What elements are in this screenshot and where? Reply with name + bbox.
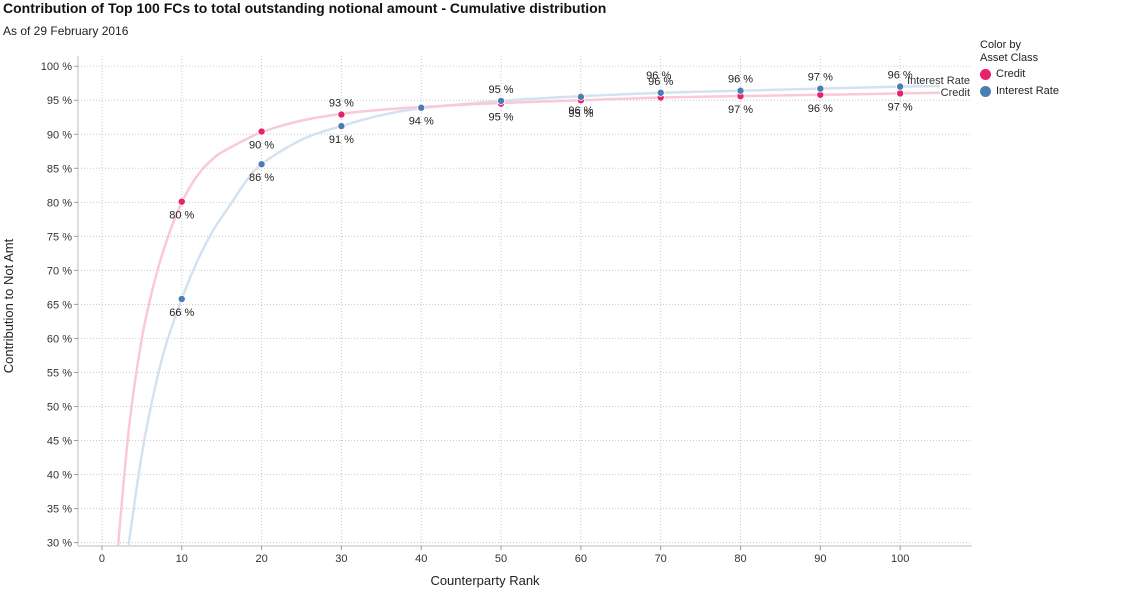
y-tick-label-30: 30 %	[47, 538, 72, 550]
y-tick-label-70: 70 %	[47, 265, 72, 277]
series-end-label-interest-rate: Interest Rate	[907, 75, 970, 87]
line-layer	[116, 84, 941, 546]
y-tick-label-60: 60 %	[47, 333, 72, 345]
data-label-interest-rate-10: 66 %	[169, 307, 194, 319]
data-label-credit-100: 97 %	[888, 101, 913, 113]
marker-credit-100	[896, 89, 905, 98]
marker-interest-rate-70	[656, 88, 665, 97]
y-tick-label-100: 100 %	[41, 61, 72, 73]
y-tick-label-35: 35 %	[47, 504, 72, 516]
legend-label-credit: Credit	[996, 68, 1026, 80]
marker-interest-rate-20	[257, 160, 266, 169]
x-tick-label-80: 80	[734, 553, 746, 565]
data-label-credit-30: 93 %	[329, 98, 354, 110]
y-tick-label-95: 95 %	[47, 95, 72, 107]
data-label-interest-rate-60: 96 %	[568, 105, 593, 117]
y-tick-label-85: 85 %	[47, 163, 72, 175]
marker-interest-rate-80	[736, 86, 745, 95]
x-tick-label-20: 20	[255, 553, 267, 565]
marker-interest-rate-50	[497, 96, 506, 105]
marker-interest-rate-100	[896, 82, 905, 91]
x-tick-label-10: 10	[176, 553, 188, 565]
data-label-interest-rate-70: 96 %	[648, 76, 673, 88]
legend-item-interest-rate[interactable]: Interest Rate	[980, 83, 1059, 99]
marker-credit-20	[257, 127, 266, 136]
marker-interest-rate-90	[816, 84, 825, 93]
data-label-interest-rate-30: 91 %	[329, 134, 354, 146]
series-end-label-credit: Credit	[941, 87, 970, 99]
legend-label-interest-rate: Interest Rate	[996, 85, 1059, 97]
data-label-extra-70: 96 %	[646, 70, 671, 82]
data-label-credit-60: 95 %	[568, 108, 593, 120]
marker-interest-rate-40	[417, 103, 426, 112]
data-label-interest-rate-100: 96 %	[888, 70, 913, 82]
data-label-interest-rate-80: 96 %	[728, 74, 753, 86]
y-tick-label-55: 55 %	[47, 367, 72, 379]
data-label-interest-rate-20: 86 %	[249, 172, 274, 184]
y-tick-label-90: 90 %	[47, 129, 72, 141]
data-label-interest-rate-40: 94 %	[409, 116, 434, 128]
x-tick-label-90: 90	[814, 553, 826, 565]
chart-subtitle: As of 29 February 2016	[3, 24, 129, 38]
x-tick-label-100: 100	[891, 553, 909, 565]
x-tick-label-70: 70	[655, 553, 667, 565]
marker-credit-30	[337, 110, 346, 119]
y-tick-label-65: 65 %	[47, 299, 72, 311]
y-tick-label-45: 45 %	[47, 436, 72, 448]
x-tick-label-40: 40	[415, 553, 427, 565]
axis-layer: 30 % 35 % 40 % 45 % 50 % 55 % 60 % 65 % 70 % 75 %…	[41, 56, 972, 565]
x-tick-label-0: 0	[99, 553, 105, 565]
y-tick-label-50: 50 %	[47, 401, 72, 413]
legend-title-line2: Asset Class	[980, 52, 1039, 64]
data-label-credit-50: 95 %	[489, 112, 514, 124]
series-line-interest-rate	[127, 84, 941, 546]
y-tick-label-40: 40 %	[47, 470, 72, 482]
data-label-credit-90: 96 %	[808, 103, 833, 115]
data-label-credit-20: 90 %	[249, 140, 274, 152]
x-axis-title: Counterparty Rank	[430, 573, 540, 588]
y-tick-label-75: 75 %	[47, 231, 72, 243]
marker-interest-rate-60	[576, 92, 585, 101]
legend-item-credit[interactable]: Credit	[980, 66, 1059, 82]
marker-credit-10	[177, 197, 186, 206]
legend[interactable]: Color by Asset Class Credit Interest Rat…	[980, 39, 1059, 99]
data-label-credit-10: 80 %	[169, 210, 194, 222]
marker-interest-rate-10	[177, 294, 186, 303]
legend-swatch-interest-rate	[980, 85, 991, 97]
data-label-interest-rate-50: 95 %	[489, 84, 514, 96]
x-tick-label-30: 30	[335, 553, 347, 565]
y-axis-title: Contribution to Not Amt	[1, 238, 16, 373]
x-tick-label-60: 60	[575, 553, 587, 565]
chart-title: Contribution of Top 100 FCs to total out…	[3, 0, 607, 16]
legend-swatch-credit	[980, 68, 991, 80]
marker-interest-rate-30	[337, 122, 346, 131]
data-label-credit-80: 97 %	[728, 104, 753, 116]
data-label-interest-rate-90: 97 %	[808, 72, 833, 84]
x-tick-label-50: 50	[495, 553, 507, 565]
legend-title-line1: Color by	[980, 39, 1021, 51]
grid-layer	[78, 56, 972, 546]
marker-layer	[177, 82, 905, 303]
series-line-credit	[116, 91, 941, 546]
y-tick-label-80: 80 %	[47, 197, 72, 209]
